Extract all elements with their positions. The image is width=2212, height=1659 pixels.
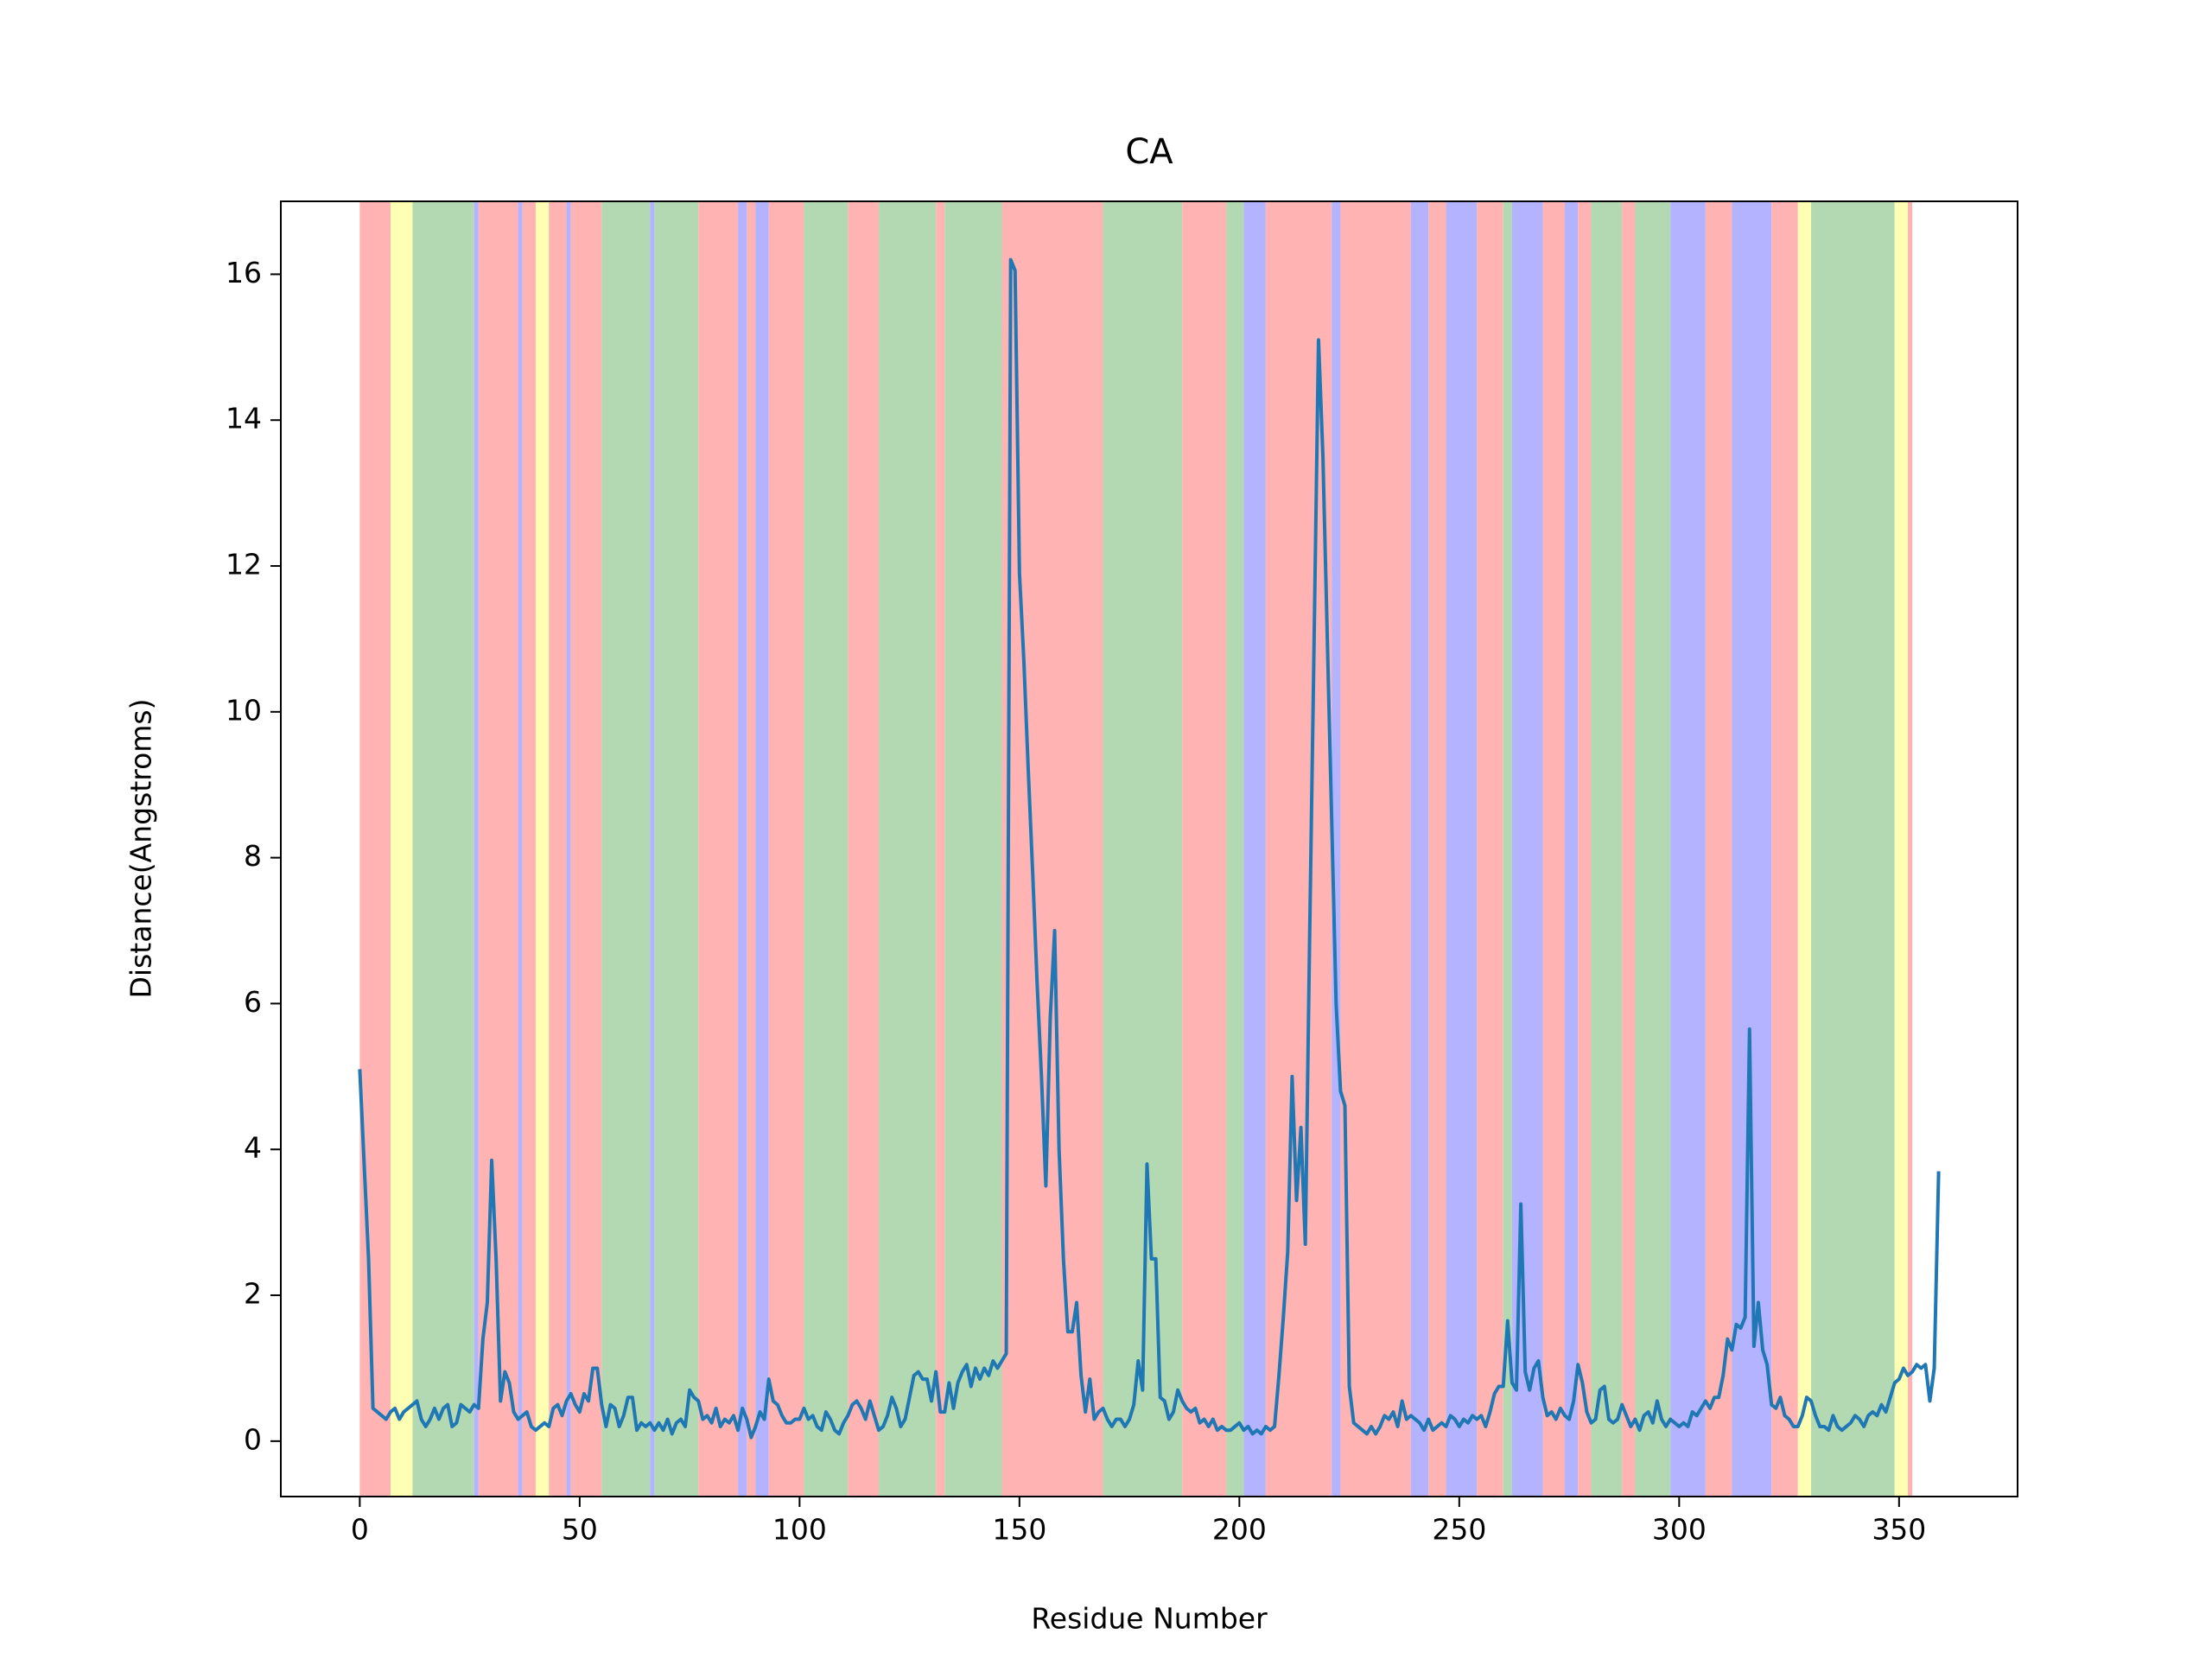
structure-band [738,201,747,1497]
structure-band [522,201,536,1497]
structure-band [755,201,769,1497]
structure-band [1182,201,1227,1497]
structure-band [1511,201,1543,1497]
structure-band [747,201,756,1497]
x-tick-label: 50 [562,1513,598,1547]
x-tick-label: 200 [1212,1513,1267,1547]
structure-band [878,201,937,1497]
structure-band [570,201,602,1497]
x-tick-label: 100 [772,1513,827,1547]
structure-band [1243,201,1266,1497]
structure-band [566,201,571,1497]
structure-band [1797,201,1812,1497]
y-tick-label: 6 [244,985,262,1019]
structure-band [1503,201,1512,1497]
structure-band [1811,201,1895,1497]
y-tick-label: 4 [244,1131,262,1165]
structure-band [412,201,474,1497]
structure-band [549,201,567,1497]
structure-band [535,201,550,1497]
structure-band [698,201,739,1497]
y-tick-label: 0 [244,1422,262,1456]
structure-band [650,201,655,1497]
x-tick-label: 350 [1872,1513,1926,1547]
structure-band [848,201,879,1497]
structure-band [1410,201,1429,1497]
structure-band [1332,201,1341,1497]
chart-title: CA [1125,132,1173,172]
structure-band [359,201,391,1497]
structure-band [518,201,523,1497]
structure-band [601,201,651,1497]
structure-band [1446,201,1478,1497]
data-line [358,257,1941,1440]
structure-band [1622,201,1636,1497]
x-tick-label: 0 [351,1513,369,1547]
structure-band [1705,201,1732,1497]
y-tick-label: 10 [226,693,262,727]
structure-band [474,201,479,1497]
structure-band [936,201,945,1497]
structure-band [1771,201,1798,1497]
structure-band [1908,201,1913,1497]
structure-band [804,201,849,1497]
x-tick-label: 300 [1652,1513,1707,1547]
structure-band [1103,201,1183,1497]
structure-band [1226,201,1244,1497]
x-tick-label: 150 [992,1513,1046,1547]
y-tick-label: 2 [244,1277,262,1311]
structure-band [1591,201,1623,1497]
y-tick-label: 16 [226,256,262,289]
structure-band [390,201,413,1497]
structure-band [654,201,699,1497]
axes-frame [280,200,2018,1497]
structure-band [1340,201,1411,1497]
y-tick-label: 14 [226,402,262,435]
structure-band [1564,201,1579,1497]
structure-band [1542,201,1565,1497]
structure-band [1635,201,1671,1497]
structure-band [1670,201,1706,1497]
structure-band [944,201,1002,1497]
x-axis-label: Residue Number [1031,1602,1268,1636]
structure-band [768,201,804,1497]
bands [359,201,1913,1497]
structure-band [1894,201,1909,1497]
structure-band [1428,201,1446,1497]
y-tick-label: 8 [244,839,262,873]
y-axis-label: Distance(Angstroms) [124,699,158,999]
structure-band [1578,201,1592,1497]
x-tick-label: 250 [1432,1513,1486,1547]
y-tick-label: 12 [226,548,262,582]
axes: 0 50 100 150 200 250 300 350 0 2 4 6 8 10 12 14 16 [226,256,1926,1547]
structure-band [1477,201,1503,1497]
plot [358,257,1941,1440]
